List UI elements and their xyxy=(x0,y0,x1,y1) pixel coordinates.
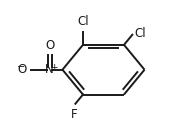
Text: +: + xyxy=(50,63,58,71)
Text: Cl: Cl xyxy=(77,15,89,28)
Text: Cl: Cl xyxy=(135,27,146,40)
Text: O: O xyxy=(17,63,27,76)
Text: N: N xyxy=(45,63,54,76)
Text: −: − xyxy=(17,62,25,72)
Text: F: F xyxy=(71,108,77,121)
Text: O: O xyxy=(45,39,54,52)
